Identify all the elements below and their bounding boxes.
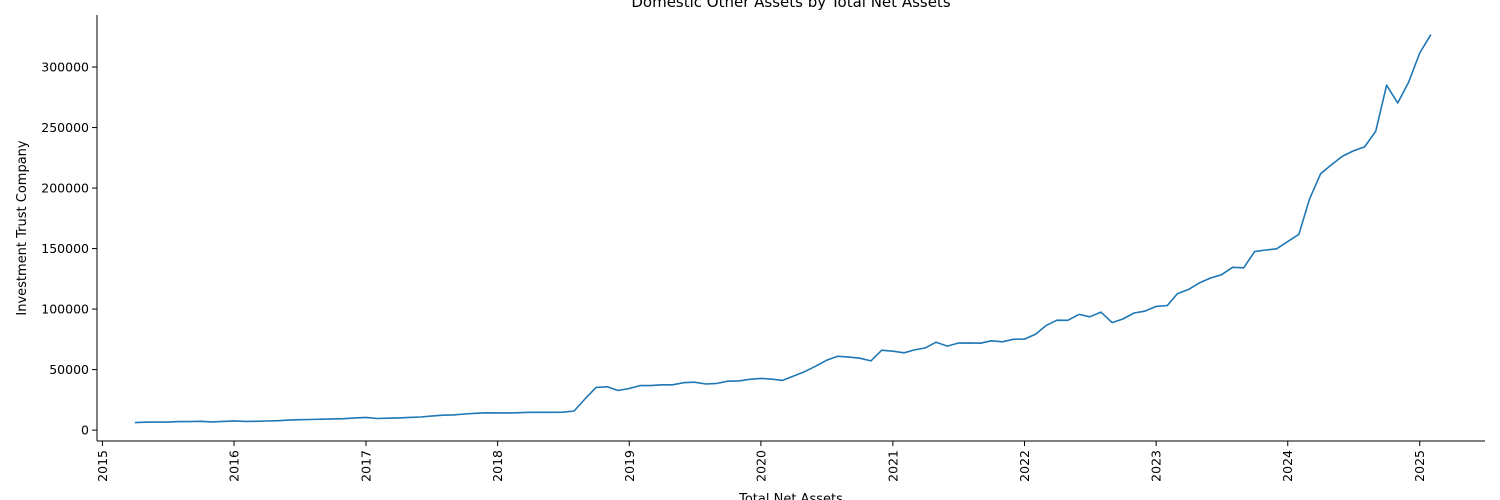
x-tick-label: 2022 (1017, 450, 1032, 482)
y-axis-label: Investment Trust Company (15, 140, 30, 316)
y-tick-label: 150000 (41, 241, 89, 256)
y-axis-ticks: 0 50000 100000 150000 200000 250000 300000 (41, 60, 97, 438)
x-tick-label: 2024 (1280, 450, 1295, 482)
series-line (134, 34, 1432, 424)
x-tick-label: 2021 (885, 450, 900, 482)
y-tick-label: 200000 (41, 181, 89, 196)
x-axis-label: Total Net Assets (738, 492, 843, 500)
x-tick-label: 2023 (1149, 450, 1164, 482)
x-axis-ticks: 2015 2016 2017 2018 2019 2020 2021 2022 2023 2024… (95, 441, 1427, 482)
x-tick-label: 2020 (753, 450, 768, 482)
x-tick-label: 2018 (490, 450, 505, 482)
x-tick-label: 2025 (1412, 450, 1427, 482)
x-tick-label: 2019 (622, 450, 637, 482)
x-tick-label: 2015 (95, 450, 110, 482)
y-tick-label: 50000 (49, 362, 89, 377)
y-tick-label: 250000 (41, 120, 89, 135)
y-tick-label: 0 (81, 423, 89, 438)
y-tick-label: 300000 (41, 60, 89, 75)
plot-area (134, 34, 1432, 424)
y-tick-label: 100000 (41, 302, 89, 317)
x-tick-label: 2016 (227, 450, 242, 482)
chart-title: Domestic Other Assets by Total Net Asset… (631, 0, 950, 11)
x-tick-label: 2017 (359, 450, 374, 482)
